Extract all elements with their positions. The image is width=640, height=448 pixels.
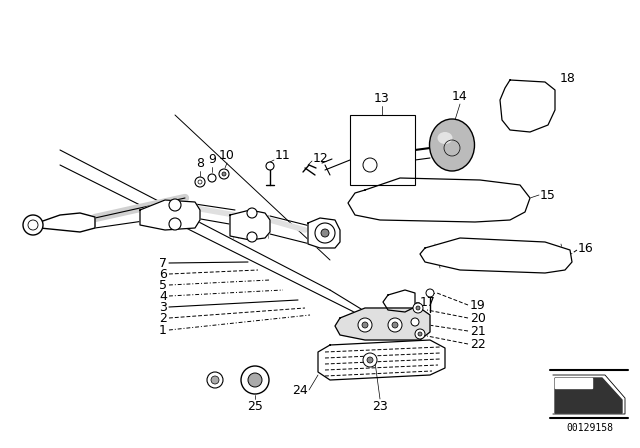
Circle shape [207,372,223,388]
Text: 00129158: 00129158 [566,423,614,433]
Text: 2: 2 [159,311,167,324]
Text: 13: 13 [374,92,390,105]
Circle shape [222,172,226,176]
Text: 20: 20 [470,311,486,324]
Circle shape [23,215,43,235]
Text: 5: 5 [159,279,167,292]
Text: 12: 12 [313,151,329,164]
Text: 7: 7 [159,257,167,270]
Polygon shape [318,340,445,380]
Circle shape [418,332,422,336]
Polygon shape [348,178,530,222]
Polygon shape [553,375,625,414]
Circle shape [169,218,181,230]
Circle shape [415,329,425,339]
Polygon shape [308,218,340,248]
Circle shape [416,306,420,310]
Circle shape [413,303,423,313]
Ellipse shape [438,132,452,144]
Ellipse shape [429,119,474,171]
Circle shape [358,318,372,332]
Text: 10: 10 [219,149,235,162]
Text: 21: 21 [470,324,486,337]
Text: 22: 22 [470,337,486,350]
Polygon shape [230,210,270,240]
Circle shape [169,199,181,211]
Text: 15: 15 [540,189,556,202]
Circle shape [248,373,262,387]
Text: 18: 18 [560,72,576,85]
Text: 19: 19 [470,298,486,311]
Circle shape [426,289,434,297]
Polygon shape [420,238,572,273]
Text: 6: 6 [159,267,167,280]
Circle shape [411,318,419,326]
Text: 9: 9 [208,153,216,166]
Text: 16: 16 [578,241,594,254]
Polygon shape [40,213,95,232]
Text: 4: 4 [159,289,167,302]
Circle shape [241,366,269,394]
Circle shape [388,318,402,332]
Circle shape [321,229,329,237]
Polygon shape [335,308,430,340]
Text: 1: 1 [159,323,167,336]
Circle shape [362,322,368,328]
Polygon shape [555,378,592,388]
Circle shape [219,169,229,179]
Text: 17: 17 [420,296,436,309]
Circle shape [247,208,257,218]
Text: 8: 8 [196,157,204,170]
Circle shape [367,357,373,363]
Circle shape [266,162,274,170]
Circle shape [195,177,205,187]
Polygon shape [555,378,622,413]
Text: 11: 11 [275,148,291,161]
Circle shape [247,232,257,242]
Text: 14: 14 [452,90,468,103]
Text: 25: 25 [247,400,263,413]
Polygon shape [383,290,415,312]
Circle shape [208,174,216,182]
Bar [350,115,415,185]
Circle shape [211,376,219,384]
Circle shape [363,353,377,367]
Text: 3: 3 [159,301,167,314]
Polygon shape [140,200,200,230]
Polygon shape [500,80,555,132]
Circle shape [315,223,335,243]
Circle shape [363,158,377,172]
Text: 23: 23 [372,400,388,413]
Text: 24: 24 [292,383,308,396]
Circle shape [392,322,398,328]
